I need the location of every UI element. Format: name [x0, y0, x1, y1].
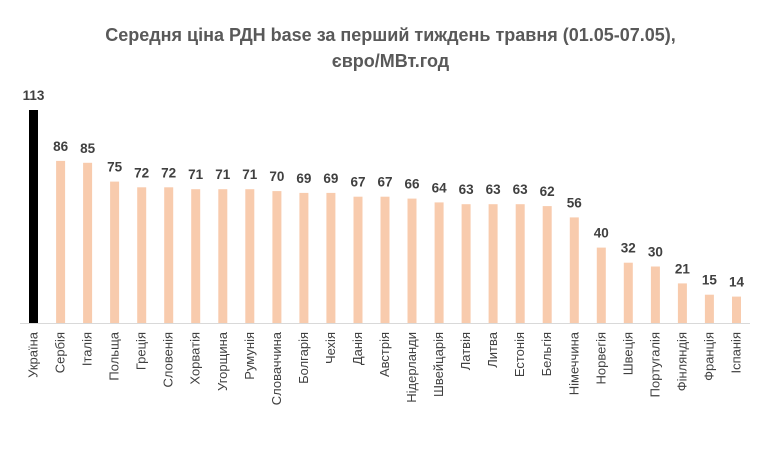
value-label-25: 15 — [702, 273, 718, 288]
bar-22 — [623, 262, 633, 323]
chart-title-block: Середня ціна РДН base за перший тиждень … — [0, 22, 781, 74]
bar-8 — [245, 189, 255, 323]
value-label-24: 21 — [675, 261, 691, 276]
category-label-10: Болгарія — [296, 332, 311, 384]
category-label-7: Угорщина — [215, 331, 230, 391]
bar-13 — [380, 196, 390, 323]
category-label-9: Словаччина — [269, 331, 284, 405]
bar-18 — [515, 204, 525, 323]
bar-19 — [542, 206, 552, 323]
bar-5 — [164, 187, 174, 323]
category-label-12: Данія — [350, 332, 365, 365]
category-label-24: Фінляндія — [674, 332, 689, 391]
value-label-1: 86 — [53, 139, 69, 154]
value-label-12: 67 — [350, 175, 365, 190]
value-label-3: 75 — [107, 160, 123, 175]
value-label-0: 113 — [23, 88, 45, 103]
category-label-15: Швейцарія — [431, 332, 446, 397]
bar-1 — [56, 160, 66, 323]
category-labels-group: Україна Сербія Італія Польща Греція Словенія Х… — [26, 331, 744, 405]
bar-26 — [732, 296, 741, 323]
value-label-22: 32 — [621, 241, 636, 256]
bar-24 — [677, 283, 687, 323]
category-label-6: Хорватія — [188, 332, 203, 385]
category-label-2: Італія — [80, 332, 95, 366]
value-label-4: 72 — [134, 165, 149, 180]
category-label-19: Бельгія — [539, 332, 554, 376]
bar-17 — [488, 204, 498, 323]
category-label-16: Латвія — [458, 332, 473, 370]
bar-0 — [29, 110, 38, 323]
category-label-25: Франція — [701, 332, 716, 381]
value-label-6: 71 — [188, 167, 204, 182]
category-label-5: Словенія — [161, 332, 176, 387]
bar-14 — [407, 198, 417, 323]
value-label-17: 63 — [486, 182, 502, 197]
value-label-13: 67 — [377, 175, 392, 190]
bar-12 — [353, 196, 363, 323]
bar-15 — [434, 202, 444, 323]
category-label-14: Нідерланди — [404, 332, 419, 403]
value-label-18: 63 — [513, 182, 529, 197]
value-label-8: 71 — [242, 167, 258, 182]
value-label-15: 64 — [432, 180, 448, 195]
category-label-11: Чехія — [323, 332, 338, 364]
value-label-20: 56 — [567, 195, 583, 210]
value-label-21: 40 — [594, 226, 609, 241]
bar-25 — [704, 294, 714, 323]
value-label-11: 69 — [323, 171, 338, 186]
bar-6 — [191, 189, 201, 323]
value-label-19: 62 — [540, 184, 555, 199]
category-label-0: Україна — [26, 331, 41, 378]
bar-9 — [272, 191, 282, 323]
value-label-10: 69 — [296, 171, 311, 186]
bar-16 — [461, 204, 471, 323]
value-label-26: 14 — [729, 275, 745, 290]
category-label-3: Польща — [107, 331, 122, 380]
value-label-5: 72 — [161, 165, 176, 180]
category-label-23: Португалія — [647, 332, 662, 397]
bar-11 — [326, 192, 336, 323]
category-label-17: Литва — [485, 331, 500, 368]
category-label-4: Греція — [134, 332, 149, 370]
value-label-23: 30 — [648, 245, 663, 260]
value-label-14: 66 — [404, 177, 420, 192]
category-label-21: Норвегія — [593, 332, 608, 385]
value-label-2: 85 — [80, 141, 96, 156]
category-label-1: Сербія — [53, 332, 68, 373]
chart-subtitle: євро/МВт.год — [331, 51, 450, 71]
value-label-16: 63 — [459, 182, 475, 197]
category-label-18: Естонія — [512, 332, 527, 377]
category-label-22: Швеція — [620, 332, 635, 375]
bar-20 — [569, 217, 579, 323]
bar-21 — [596, 247, 606, 323]
chart-title: Середня ціна РДН base за перший тиждень … — [105, 25, 676, 45]
bar-10 — [299, 192, 309, 323]
category-label-8: Румунія — [242, 332, 257, 380]
category-label-20: Німеччина — [566, 331, 581, 395]
category-label-13: Австрія — [377, 332, 392, 377]
bar-7 — [218, 189, 228, 323]
bars-group — [29, 110, 741, 323]
value-label-7: 71 — [215, 167, 231, 182]
bar-23 — [650, 266, 660, 323]
value-label-9: 70 — [269, 169, 284, 184]
bar-3 — [110, 181, 120, 323]
category-label-26: Іспанія — [729, 332, 744, 374]
bar-4 — [137, 187, 147, 323]
bar-2 — [83, 162, 93, 323]
value-labels-group: 113 86 85 75 72 72 71 71 71 70 69 69 67 67 66 64 63 63 63 6… — [23, 88, 745, 290]
